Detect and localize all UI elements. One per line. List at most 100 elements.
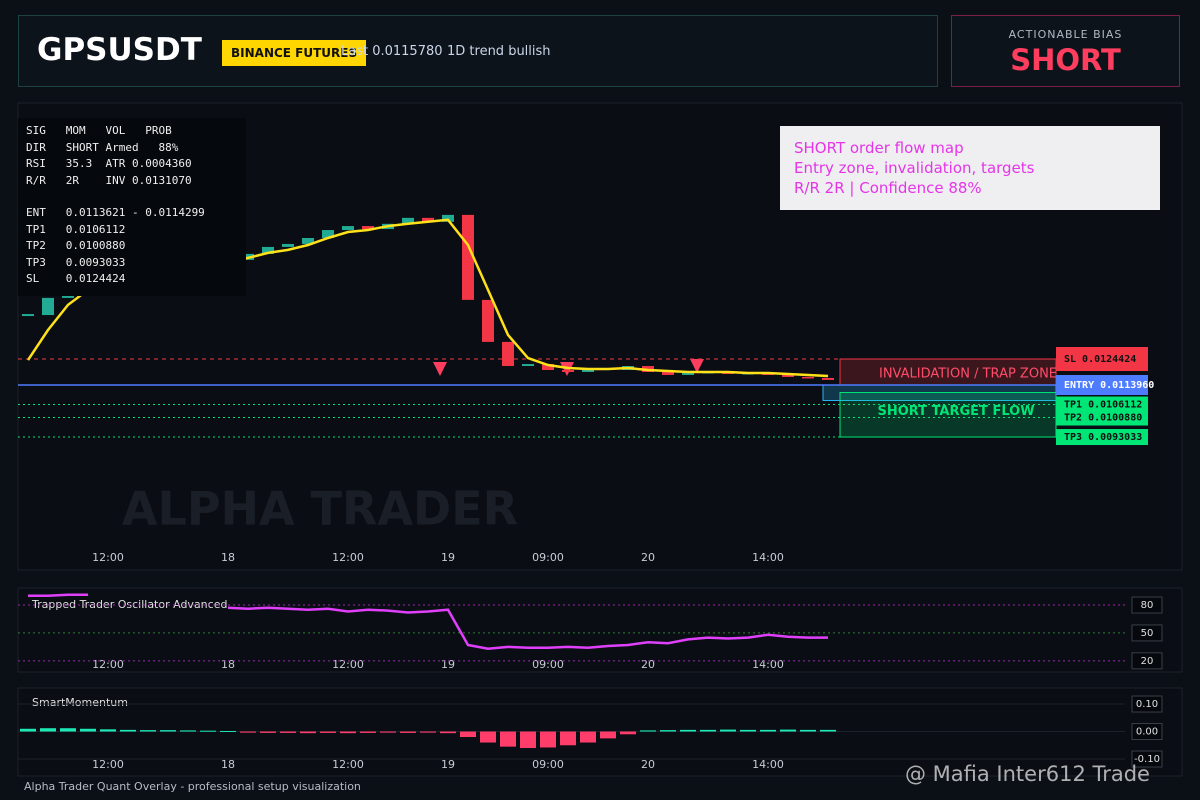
x-tick-label: 18 xyxy=(221,551,235,564)
level-name: TP2 xyxy=(1064,413,1082,424)
level-badge xyxy=(1056,346,1148,371)
x-tick-label: 09:00 xyxy=(532,658,564,671)
x-tick-label: 14:00 xyxy=(752,658,784,671)
candle xyxy=(802,376,814,379)
level-name: TP3 xyxy=(1064,432,1082,443)
candle xyxy=(262,246,274,254)
candle xyxy=(782,374,794,377)
candle xyxy=(302,237,314,244)
level-name: TP1 xyxy=(1064,400,1082,411)
y-tick-box xyxy=(1131,723,1163,741)
x-tick-label: 18 xyxy=(221,658,235,671)
note-box: SHORT order flow map Entry zone, invalida… xyxy=(780,126,1160,210)
momentum-bar xyxy=(500,731,516,747)
momentum-bar xyxy=(660,730,676,732)
zone-label: INVALIDATION / TRAP ZONE xyxy=(879,366,1057,381)
x-tick-label: 14:00 xyxy=(752,551,784,564)
candle xyxy=(282,243,294,247)
y-tick-box xyxy=(1131,652,1163,670)
candle xyxy=(542,364,554,370)
panel-line: DIR SHORT Armed 88% xyxy=(26,140,179,154)
level-badge-label: TP1 0.0106112 xyxy=(1064,400,1142,411)
exchange-badge: BINANCE FUTURES xyxy=(222,40,367,66)
candle xyxy=(562,369,574,372)
momentum-bar xyxy=(740,729,756,732)
momentum-bar xyxy=(600,731,616,739)
x-tick-label: 19 xyxy=(441,758,455,771)
momentum-bar xyxy=(300,731,316,734)
candle xyxy=(462,214,474,300)
x-tick-label: 19 xyxy=(441,658,455,671)
x-tick-label: 12:00 xyxy=(332,551,364,564)
panel-line: RSI 35.3 ATR 0.0004360 xyxy=(26,157,192,170)
y-tick-box xyxy=(1131,695,1163,713)
momentum-bar xyxy=(760,729,776,732)
momentum-bar xyxy=(520,731,536,749)
panel-line: SIG MOM VOL PROB xyxy=(26,124,172,137)
invalidation-zone xyxy=(839,358,1057,386)
momentum-bar xyxy=(340,731,356,734)
momentum-bar xyxy=(260,731,276,733)
momentum-bar xyxy=(280,731,296,733)
candle xyxy=(42,297,54,316)
note-line: Entry zone, invalidation, targets xyxy=(794,159,1035,177)
level-value: 0.0093033 xyxy=(1088,432,1142,443)
level-badge xyxy=(1056,409,1148,426)
bias-label: ACTIONABLE BIAS xyxy=(1008,28,1123,41)
momentum-bar xyxy=(80,728,96,732)
level-badge xyxy=(1056,396,1148,413)
y-tick-label: -0.10 xyxy=(1134,754,1160,765)
y-tick-box xyxy=(1131,596,1163,614)
x-tick-label: 12:00 xyxy=(92,551,124,564)
level-badge-label: ENTRY 0.0113960 xyxy=(1064,380,1154,391)
momentum-bar xyxy=(420,731,436,733)
candle xyxy=(822,377,834,380)
y-tick-label: 80 xyxy=(1141,600,1154,611)
panel-line: R/R 2R INV 0.0131070 xyxy=(26,173,192,187)
momentum-bar xyxy=(160,730,176,732)
trend: 1D trend bullish xyxy=(447,44,551,59)
momentum-bar xyxy=(480,731,496,743)
momentum-bar xyxy=(780,729,796,732)
momentum-bar xyxy=(820,729,836,732)
momentum-bar xyxy=(720,729,736,732)
x-tick-label: 19 xyxy=(441,551,455,564)
candle xyxy=(482,299,494,342)
zone-label: SHORT TARGET FLOW xyxy=(877,404,1034,419)
signal-marker xyxy=(433,362,447,376)
momentum-bar xyxy=(220,730,236,732)
momentum-bar xyxy=(120,729,136,732)
level-badge xyxy=(1056,429,1148,446)
level-badge-label: TP2 0.0100880 xyxy=(1064,413,1142,424)
level-value: 0.0100880 xyxy=(1088,413,1142,424)
oscillator-line xyxy=(28,593,828,650)
y-tick-box xyxy=(1131,624,1163,642)
momentum-bar xyxy=(240,731,256,733)
momentum-bar xyxy=(700,729,716,732)
momentum-bar xyxy=(540,731,556,748)
momentum-bar xyxy=(800,729,816,732)
panel-line: TP2 0.0100880 xyxy=(26,239,126,252)
momentum-bar xyxy=(580,731,596,743)
momentum-bar xyxy=(60,728,76,732)
header: GPSUSDT BINANCE FUTURES Last 0.0115780 1… xyxy=(18,15,938,87)
x-tick-label: 20 xyxy=(641,658,655,671)
momentum-bar xyxy=(620,731,636,735)
watermark: @ Mafia Inter612 Trade xyxy=(905,762,1150,786)
x-tick-label: 18 xyxy=(221,758,235,771)
momentum-bar xyxy=(20,728,36,732)
footer: Alpha Trader Quant Overlay - professiona… xyxy=(24,780,361,793)
candle xyxy=(22,314,34,317)
momentum-bar xyxy=(380,731,396,733)
symbol: GPSUSDT xyxy=(37,32,202,68)
candle xyxy=(422,217,434,222)
candle xyxy=(522,364,534,367)
candle xyxy=(662,371,674,375)
momentum-bar xyxy=(360,731,376,733)
candle xyxy=(362,226,374,230)
momentum-bar xyxy=(440,731,456,734)
level-value: 0.0113960 xyxy=(1100,380,1154,391)
momentum-bar xyxy=(180,730,196,732)
momentum-bar xyxy=(100,729,116,732)
